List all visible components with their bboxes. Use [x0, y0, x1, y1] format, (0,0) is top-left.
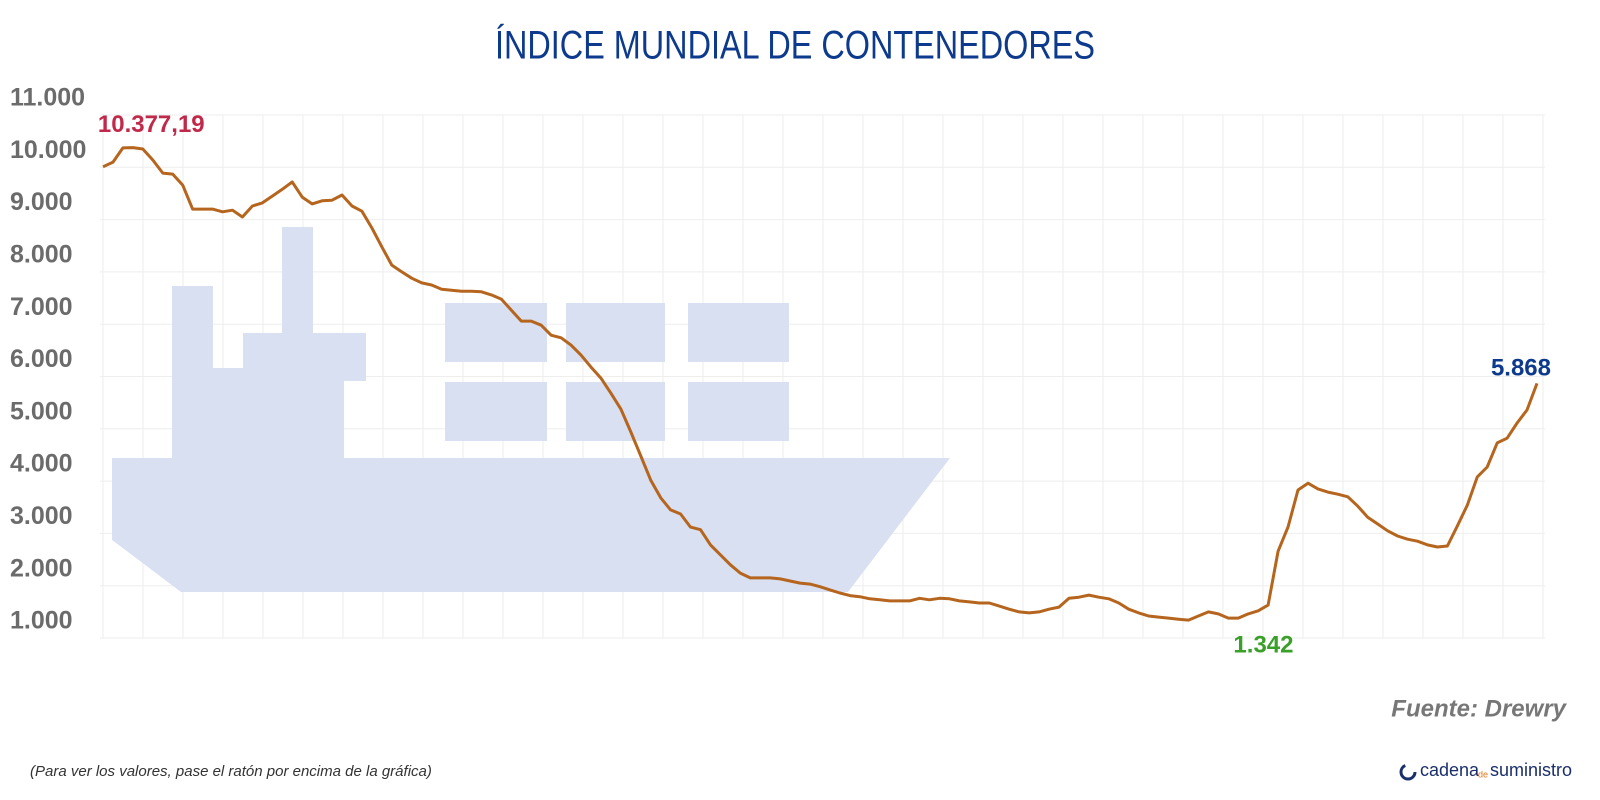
y-tick-label: 6.000: [10, 345, 73, 373]
y-tick-label: 3.000: [10, 502, 73, 530]
ship-hull: [112, 227, 950, 592]
y-tick-label: 5.000: [10, 397, 73, 425]
line: [102, 146, 1539, 622]
logo-text: suministro: [1490, 760, 1572, 780]
y-tick-label: 11.000: [10, 84, 85, 112]
note: (Para ver los valores, pase el ratón por…: [30, 763, 432, 780]
container: [445, 303, 547, 362]
chart-title: ÍNDICE MUNDIAL DE CONTENEDORES: [495, 23, 1095, 68]
value-label: 1.342: [1233, 631, 1293, 658]
y-tick-label: 4.000: [10, 450, 73, 478]
container: [566, 382, 665, 441]
y-tick-label: 7.000: [10, 293, 73, 321]
y-tick-label: 2.000: [10, 554, 73, 582]
value-label: 10.377,19: [98, 111, 205, 138]
y-tick-label: 8.000: [10, 241, 73, 269]
ship-illustration: [112, 227, 950, 592]
y-tick-label: 1.000: [10, 607, 73, 635]
grid: [100, 114, 1545, 639]
container: [445, 382, 547, 441]
logo-text: de: [1478, 769, 1488, 779]
logo-icon: [1399, 763, 1417, 781]
source: Fuente: Drewry: [1391, 695, 1567, 722]
container: [688, 382, 789, 441]
value-label: 5.868: [1491, 355, 1551, 382]
logo-text: cadena: [1420, 760, 1480, 780]
container: [566, 303, 665, 362]
container: [688, 303, 789, 362]
y-tick-label: 10.000: [10, 136, 86, 164]
y-tick-label: 9.000: [10, 188, 73, 216]
logo: cadena de suministro: [1399, 760, 1572, 781]
